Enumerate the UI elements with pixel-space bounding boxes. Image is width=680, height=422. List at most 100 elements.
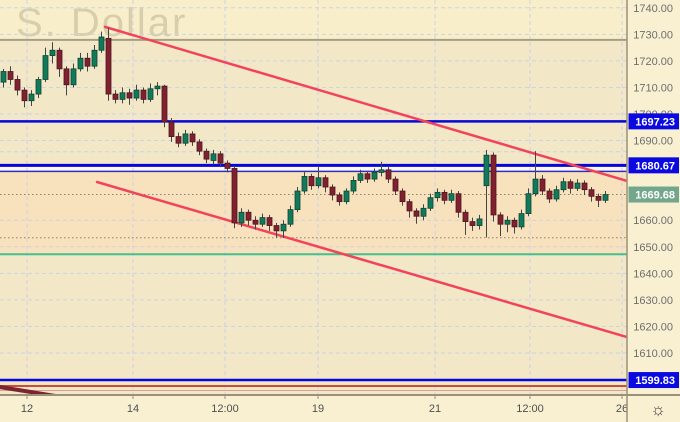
candle-down (14, 79, 21, 91)
candle-up (287, 209, 294, 225)
candle-up (343, 190, 350, 203)
price-label-badge (628, 157, 679, 174)
time-axis[interactable] (0, 395, 627, 422)
candle-up (210, 153, 217, 161)
candle-down (497, 214, 504, 225)
candle-down (189, 133, 196, 143)
candle-down (462, 211, 469, 222)
candle-up (476, 218, 483, 226)
candle-down (413, 210, 420, 217)
candle-down (490, 154, 497, 216)
candle-up (28, 93, 35, 102)
candle-up (0, 71, 7, 83)
price-label-badge (628, 372, 679, 389)
time-tick-label: 26 (616, 403, 628, 415)
candle-up (448, 193, 455, 201)
candle-up (259, 217, 266, 225)
candle-up (560, 181, 567, 191)
candle-down (217, 153, 224, 164)
candle-up (574, 182, 581, 189)
candle-down (581, 182, 588, 191)
candle-up (350, 179, 357, 192)
candle-down (126, 92, 133, 99)
price-tick-label: 1740.00 (633, 3, 673, 15)
candle-down (231, 168, 238, 224)
time-tick-label: 12:00 (211, 403, 239, 415)
candle-down (539, 178, 546, 192)
candle-down (175, 136, 182, 144)
price-tick-label: 1710.00 (633, 82, 673, 94)
candle-down (567, 181, 574, 189)
candle-down (21, 89, 28, 102)
candle-down (308, 176, 315, 187)
candle-up (42, 55, 49, 80)
price-label-badge (628, 186, 679, 203)
candle-down (105, 37, 112, 95)
gear-icon[interactable]: ☼ (650, 400, 666, 419)
candle-up (154, 85, 161, 90)
price-tick-label: 1660.00 (633, 215, 673, 227)
candle-down (140, 89, 147, 100)
candle-up (378, 169, 385, 173)
candle-up (294, 190, 301, 211)
candle-up (434, 191, 441, 199)
price-tick-label: 1620.00 (633, 321, 673, 333)
price-tick-label: 1650.00 (633, 242, 673, 254)
candle-down (168, 121, 175, 137)
time-tick-label: 14 (127, 403, 139, 415)
candle-down (385, 169, 392, 180)
price-tick-label: 1690.00 (633, 136, 673, 148)
price-tick-label: 1730.00 (633, 29, 673, 41)
candle-down (336, 194, 343, 203)
candle-up (301, 176, 308, 192)
candle-up (518, 213, 525, 228)
candle-up (70, 68, 77, 86)
candle-up (525, 193, 532, 214)
candle-down (329, 186, 336, 196)
candle-up (182, 133, 189, 144)
candle-up (77, 57, 84, 70)
candle-down (546, 190, 553, 200)
lower-channel-line[interactable] (95, 180, 629, 339)
candle-down (245, 211, 252, 221)
price-label-text: 1669.68 (635, 190, 675, 202)
price-axis[interactable] (627, 0, 680, 422)
price-tick-label: 1720.00 (633, 56, 673, 68)
candle-down (392, 178, 399, 192)
candle-down (161, 85, 168, 123)
candle-down (84, 57, 91, 67)
price-label-badge (628, 113, 679, 130)
candle-down (399, 190, 406, 203)
candle-down (455, 193, 462, 213)
candle-down (266, 217, 273, 226)
candle-up (553, 189, 560, 200)
candle-up (602, 194, 609, 201)
candle-up (49, 49, 56, 56)
candle-up (35, 79, 42, 95)
upper-channel-line[interactable] (103, 25, 629, 183)
candle-up (133, 89, 140, 99)
candle-down (196, 141, 203, 152)
time-tick-label: 12 (21, 403, 33, 415)
price-tick-label: 1610.00 (633, 348, 673, 360)
price-label-text: 1697.23 (635, 116, 675, 128)
price-label-text: 1599.83 (635, 375, 675, 387)
candle-down (63, 68, 70, 86)
candle-down (406, 201, 413, 212)
candle-down (224, 162, 231, 169)
candle-down (112, 93, 119, 100)
candle-up (98, 36, 105, 51)
candle-up (147, 88, 154, 100)
price-label-text: 1680.67 (635, 160, 675, 172)
candle-down (364, 173, 371, 180)
time-tick-label: 21 (429, 403, 441, 415)
candle-up (357, 173, 364, 181)
price-tick-label: 1630.00 (633, 295, 673, 307)
candle-down (252, 219, 259, 225)
candle-up (532, 178, 539, 195)
top-band (0, 0, 627, 40)
time-tick-label: 19 (312, 403, 324, 415)
time-tick-label: 12:00 (516, 403, 544, 415)
